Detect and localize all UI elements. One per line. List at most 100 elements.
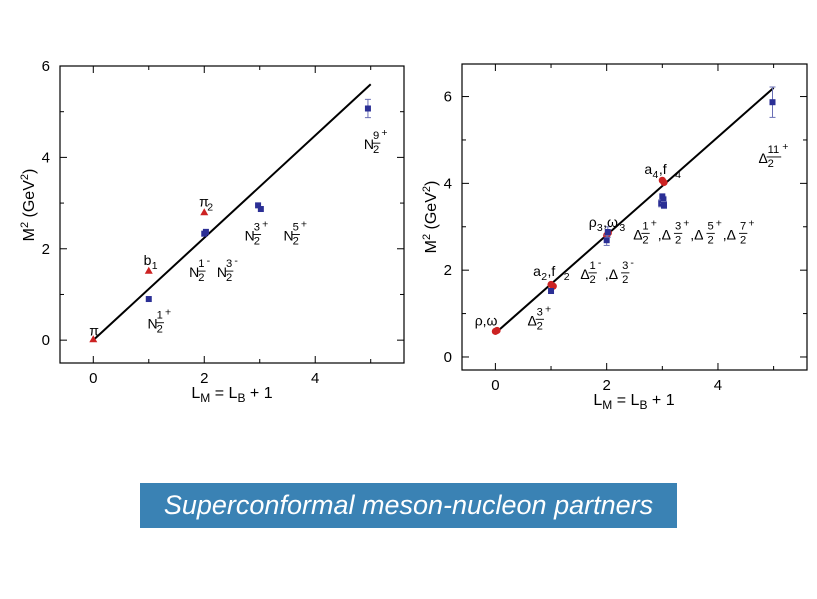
state-label-sign: + — [165, 307, 171, 319]
state-label: N9 2+ — [364, 127, 388, 156]
x-tick-label: 4 — [311, 370, 319, 387]
state-label-text: N — [283, 228, 293, 244]
state-label-text: a — [644, 161, 652, 177]
x-tick-label: 0 — [89, 370, 97, 387]
state-label-den: 2 — [198, 272, 204, 284]
y-tick-label: 2 — [444, 262, 452, 279]
state-label-den: 2 — [590, 274, 596, 286]
state-label-num: 9 — [373, 130, 379, 142]
state-label-num: 1 — [590, 260, 596, 272]
state-label: Δ 12-,Δ 32- — [580, 257, 634, 286]
baryons-point — [660, 196, 667, 203]
y-tick-label: 6 — [444, 89, 452, 106]
state-label-text: ,f — [548, 263, 556, 279]
y-tick-label: 4 — [42, 149, 50, 166]
y-axis-label: M2 (GeV2) — [421, 181, 440, 254]
state-label-text: Δ — [528, 312, 537, 328]
mesons-point — [660, 178, 668, 187]
state-label-num: 3 — [675, 220, 681, 232]
state-label-sub: 1 — [152, 260, 158, 272]
state-label-sign: + — [683, 217, 689, 229]
state-label-text: ,ω — [603, 214, 618, 230]
state-label-sign: - — [598, 257, 602, 269]
state-label-num: 5 — [293, 222, 299, 234]
state-label-text: ,Δ — [658, 226, 671, 242]
caption-text: Superconformal meson-nucleon partners — [163, 490, 654, 520]
x-tick-label: 2 — [200, 370, 208, 387]
state-label-sub: 2 — [207, 202, 213, 214]
state-label-den: 2 — [768, 158, 774, 170]
state-label-sign: + — [545, 303, 551, 315]
state-label-sub: 4 — [653, 169, 659, 181]
fit-line — [92, 83, 372, 341]
state-label-text: Δ — [580, 266, 589, 282]
state-label-num: 3 — [622, 260, 628, 272]
state-label-den: 2 — [293, 236, 299, 248]
mesons-point — [144, 266, 153, 274]
mesons-point — [89, 335, 98, 343]
state-label: π — [89, 323, 99, 339]
state-label-sign: - — [234, 255, 238, 267]
state-label-num: 1 — [642, 220, 648, 232]
x-axis-label: LM = LB + 1 — [593, 392, 674, 412]
state-label: N3 2- — [217, 255, 238, 284]
state-label-num: 1 — [157, 310, 163, 322]
state-label-num: 3 — [254, 222, 260, 234]
state-label-sign: + — [716, 217, 722, 229]
mesons-point — [493, 326, 501, 335]
y-tick-label: 4 — [444, 175, 452, 192]
state-label-den: 2 — [226, 272, 232, 284]
baryons-point — [660, 202, 667, 209]
state-label-den: 2 — [373, 144, 379, 156]
state-label-sign: + — [651, 217, 657, 229]
baryons-point — [255, 202, 262, 209]
fit-line — [494, 87, 775, 334]
state-label-sign: + — [262, 219, 268, 231]
mesons-point — [200, 208, 209, 216]
x-tick-label: 2 — [603, 377, 611, 394]
state-label: Δ 12+,Δ 32+,Δ 52+,Δ 72+ — [633, 217, 754, 246]
state-label-text: N — [217, 264, 227, 280]
y-tick-label: 0 — [444, 349, 452, 366]
state-label-den: 2 — [622, 274, 628, 286]
state-label-den: 2 — [675, 234, 681, 246]
state-label-sign: + — [748, 217, 754, 229]
state-label: N1 2- — [189, 255, 210, 284]
state-label-sub: 3 — [619, 222, 625, 234]
state-label-text: ρ — [589, 214, 597, 230]
state-label-num: 11 — [768, 144, 780, 156]
state-label-sign: + — [381, 127, 387, 139]
x-tick-label: 4 — [714, 377, 722, 394]
baryons-point — [604, 228, 611, 235]
state-label-den: 2 — [254, 236, 260, 248]
state-label-text: Δ — [633, 226, 642, 242]
state-label-text: N — [148, 316, 158, 332]
state-label-text: N — [245, 228, 255, 244]
state-label: a 2 ,f 2 — [533, 263, 570, 283]
x-tick-label: 0 — [491, 377, 499, 394]
state-label-text: π — [89, 323, 99, 339]
state-label: ρ,ω — [475, 313, 498, 329]
state-label-sub: 3 — [597, 222, 603, 234]
baryons-point — [548, 288, 555, 295]
state-label-text: ,Δ — [723, 226, 736, 242]
state-label-den: 2 — [642, 234, 648, 246]
state-label-text: ,f — [659, 161, 667, 177]
state-label-num: 5 — [707, 220, 713, 232]
state-label-sign: - — [207, 255, 211, 267]
baryons-point — [659, 193, 666, 200]
state-label-num: 1 — [198, 258, 204, 270]
state-label: N5 2+ — [283, 219, 307, 248]
plot-frame — [461, 63, 808, 371]
state-label-sub: 2 — [541, 271, 547, 283]
baryons-point — [202, 228, 209, 235]
baryons-point — [603, 237, 610, 244]
state-label-num: 3 — [537, 306, 543, 318]
baryons-point — [257, 206, 264, 213]
state-label-num: 7 — [740, 220, 746, 232]
x-axis-label: LM = LB + 1 — [191, 385, 272, 405]
state-label-text: N — [189, 264, 199, 280]
